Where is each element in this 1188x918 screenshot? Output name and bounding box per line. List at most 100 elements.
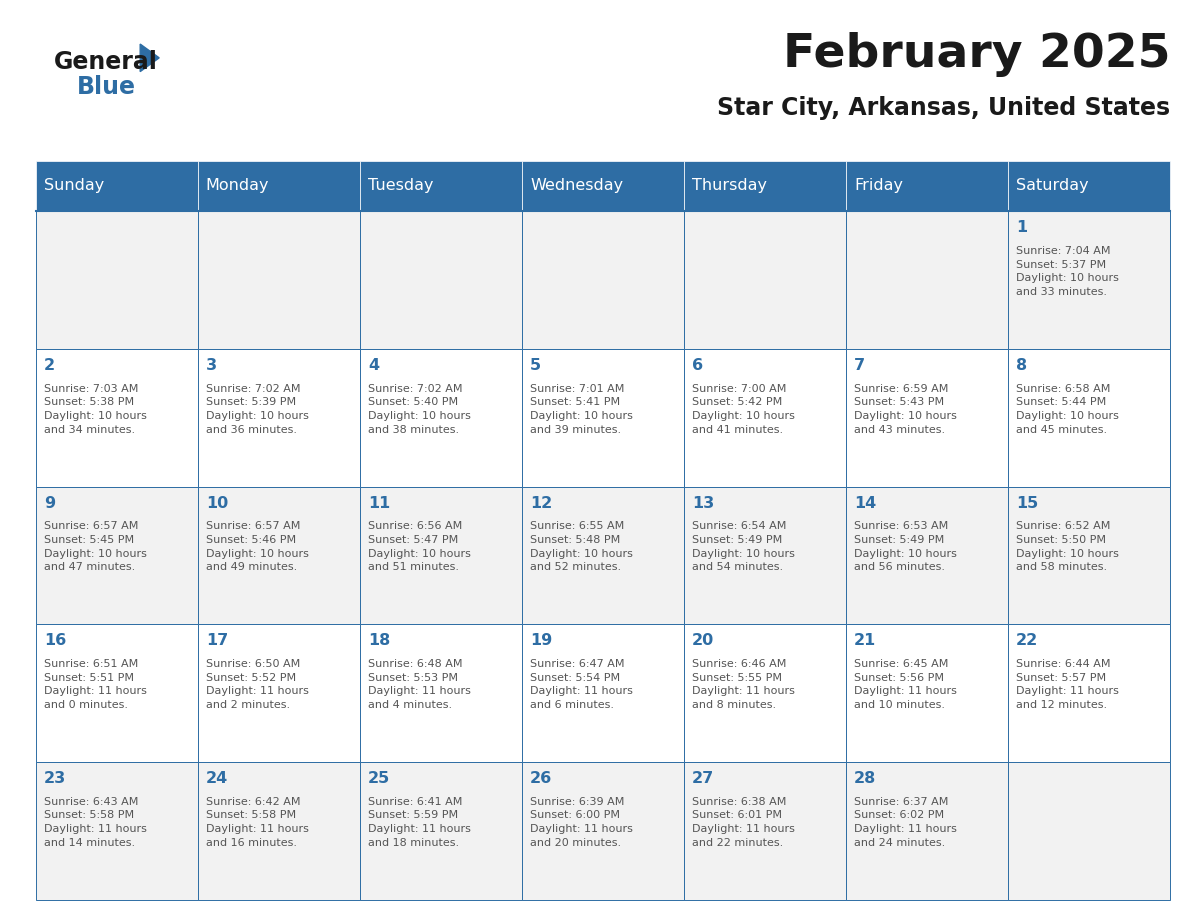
Bar [1009, 624, 1170, 762]
Bar [522, 161, 684, 211]
Text: Sunrise: 6:46 AM
Sunset: 5:55 PM
Daylight: 11 hours
and 8 minutes.: Sunrise: 6:46 AM Sunset: 5:55 PM Dayligh… [693, 659, 795, 710]
Bar [522, 211, 684, 349]
Text: 19: 19 [530, 633, 552, 648]
Text: 10: 10 [206, 496, 228, 510]
Text: 18: 18 [368, 633, 390, 648]
Text: Sunrise: 6:52 AM
Sunset: 5:50 PM
Daylight: 10 hours
and 58 minutes.: Sunrise: 6:52 AM Sunset: 5:50 PM Dayligh… [1016, 521, 1119, 572]
Text: Sunrise: 6:56 AM
Sunset: 5:47 PM
Daylight: 10 hours
and 51 minutes.: Sunrise: 6:56 AM Sunset: 5:47 PM Dayligh… [368, 521, 470, 572]
Text: 23: 23 [44, 771, 67, 786]
Text: Sunrise: 6:37 AM
Sunset: 6:02 PM
Daylight: 11 hours
and 24 minutes.: Sunrise: 6:37 AM Sunset: 6:02 PM Dayligh… [854, 797, 958, 847]
Text: 16: 16 [44, 633, 67, 648]
Bar [846, 161, 1009, 211]
Bar [197, 624, 360, 762]
Bar [197, 762, 360, 900]
Text: Tuesday: Tuesday [368, 178, 434, 194]
Bar [684, 762, 846, 900]
Text: Sunrise: 6:47 AM
Sunset: 5:54 PM
Daylight: 11 hours
and 6 minutes.: Sunrise: 6:47 AM Sunset: 5:54 PM Dayligh… [530, 659, 633, 710]
Text: Wednesday: Wednesday [530, 178, 623, 194]
Text: 28: 28 [854, 771, 877, 786]
Text: Sunrise: 6:45 AM
Sunset: 5:56 PM
Daylight: 11 hours
and 10 minutes.: Sunrise: 6:45 AM Sunset: 5:56 PM Dayligh… [854, 659, 958, 710]
Text: Monday: Monday [206, 178, 270, 194]
Text: Sunrise: 7:03 AM
Sunset: 5:38 PM
Daylight: 10 hours
and 34 minutes.: Sunrise: 7:03 AM Sunset: 5:38 PM Dayligh… [44, 384, 146, 434]
Text: Sunrise: 7:02 AM
Sunset: 5:39 PM
Daylight: 10 hours
and 36 minutes.: Sunrise: 7:02 AM Sunset: 5:39 PM Dayligh… [206, 384, 309, 434]
Text: Sunrise: 6:53 AM
Sunset: 5:49 PM
Daylight: 10 hours
and 56 minutes.: Sunrise: 6:53 AM Sunset: 5:49 PM Dayligh… [854, 521, 958, 572]
Text: 7: 7 [854, 358, 865, 373]
Bar [197, 161, 360, 211]
Bar [522, 762, 684, 900]
Text: 2: 2 [44, 358, 55, 373]
Bar [846, 762, 1009, 900]
Text: Thursday: Thursday [693, 178, 767, 194]
Bar [360, 487, 522, 624]
Bar [1009, 349, 1170, 487]
Text: Sunrise: 6:51 AM
Sunset: 5:51 PM
Daylight: 11 hours
and 0 minutes.: Sunrise: 6:51 AM Sunset: 5:51 PM Dayligh… [44, 659, 146, 710]
Bar [360, 349, 522, 487]
Text: 13: 13 [693, 496, 714, 510]
Text: Sunrise: 6:57 AM
Sunset: 5:45 PM
Daylight: 10 hours
and 47 minutes.: Sunrise: 6:57 AM Sunset: 5:45 PM Dayligh… [44, 521, 146, 572]
Text: 11: 11 [368, 496, 390, 510]
Text: February 2025: February 2025 [783, 32, 1170, 77]
Text: Sunrise: 6:39 AM
Sunset: 6:00 PM
Daylight: 11 hours
and 20 minutes.: Sunrise: 6:39 AM Sunset: 6:00 PM Dayligh… [530, 797, 633, 847]
Text: Sunrise: 6:59 AM
Sunset: 5:43 PM
Daylight: 10 hours
and 43 minutes.: Sunrise: 6:59 AM Sunset: 5:43 PM Dayligh… [854, 384, 958, 434]
Bar [1009, 211, 1170, 349]
Text: 22: 22 [1016, 633, 1038, 648]
Text: Saturday: Saturday [1016, 178, 1089, 194]
Text: Sunrise: 6:41 AM
Sunset: 5:59 PM
Daylight: 11 hours
and 18 minutes.: Sunrise: 6:41 AM Sunset: 5:59 PM Dayligh… [368, 797, 470, 847]
Text: Sunrise: 7:04 AM
Sunset: 5:37 PM
Daylight: 10 hours
and 33 minutes.: Sunrise: 7:04 AM Sunset: 5:37 PM Dayligh… [1016, 246, 1119, 297]
Bar [197, 211, 360, 349]
Bar [684, 487, 846, 624]
Bar [1009, 487, 1170, 624]
Text: Sunday: Sunday [44, 178, 105, 194]
Text: 3: 3 [206, 358, 217, 373]
Polygon shape [140, 44, 159, 72]
Text: Sunrise: 6:44 AM
Sunset: 5:57 PM
Daylight: 11 hours
and 12 minutes.: Sunrise: 6:44 AM Sunset: 5:57 PM Dayligh… [1016, 659, 1119, 710]
Bar [684, 624, 846, 762]
Bar [846, 624, 1009, 762]
Text: Sunrise: 6:57 AM
Sunset: 5:46 PM
Daylight: 10 hours
and 49 minutes.: Sunrise: 6:57 AM Sunset: 5:46 PM Dayligh… [206, 521, 309, 572]
Text: Sunrise: 7:02 AM
Sunset: 5:40 PM
Daylight: 10 hours
and 38 minutes.: Sunrise: 7:02 AM Sunset: 5:40 PM Dayligh… [368, 384, 470, 434]
Text: 1: 1 [1016, 220, 1028, 235]
Bar [684, 211, 846, 349]
Bar [1009, 762, 1170, 900]
Text: Sunrise: 6:48 AM
Sunset: 5:53 PM
Daylight: 11 hours
and 4 minutes.: Sunrise: 6:48 AM Sunset: 5:53 PM Dayligh… [368, 659, 470, 710]
Bar [846, 349, 1009, 487]
Bar [197, 349, 360, 487]
Text: 24: 24 [206, 771, 228, 786]
Text: Sunrise: 6:55 AM
Sunset: 5:48 PM
Daylight: 10 hours
and 52 minutes.: Sunrise: 6:55 AM Sunset: 5:48 PM Dayligh… [530, 521, 633, 572]
Text: 5: 5 [530, 358, 541, 373]
Text: 14: 14 [854, 496, 877, 510]
Bar [846, 487, 1009, 624]
Text: 4: 4 [368, 358, 379, 373]
Text: 12: 12 [530, 496, 552, 510]
Text: Sunrise: 7:01 AM
Sunset: 5:41 PM
Daylight: 10 hours
and 39 minutes.: Sunrise: 7:01 AM Sunset: 5:41 PM Dayligh… [530, 384, 633, 434]
Text: 26: 26 [530, 771, 552, 786]
Bar [36, 161, 197, 211]
Bar [684, 161, 846, 211]
Text: 8: 8 [1016, 358, 1028, 373]
Bar [522, 487, 684, 624]
Text: Sunrise: 7:00 AM
Sunset: 5:42 PM
Daylight: 10 hours
and 41 minutes.: Sunrise: 7:00 AM Sunset: 5:42 PM Dayligh… [693, 384, 795, 434]
Text: Blue: Blue [77, 75, 137, 99]
Bar [684, 349, 846, 487]
Bar [522, 349, 684, 487]
Bar [360, 624, 522, 762]
Text: Star City, Arkansas, United States: Star City, Arkansas, United States [718, 96, 1170, 120]
Bar [846, 211, 1009, 349]
Bar [197, 487, 360, 624]
Bar [36, 211, 197, 349]
Text: 17: 17 [206, 633, 228, 648]
Bar [36, 624, 197, 762]
Bar [360, 211, 522, 349]
Bar [36, 349, 197, 487]
Text: 21: 21 [854, 633, 877, 648]
Text: 25: 25 [368, 771, 390, 786]
Text: Sunrise: 6:50 AM
Sunset: 5:52 PM
Daylight: 11 hours
and 2 minutes.: Sunrise: 6:50 AM Sunset: 5:52 PM Dayligh… [206, 659, 309, 710]
Text: 6: 6 [693, 358, 703, 373]
Text: 20: 20 [693, 633, 714, 648]
Text: Sunrise: 6:43 AM
Sunset: 5:58 PM
Daylight: 11 hours
and 14 minutes.: Sunrise: 6:43 AM Sunset: 5:58 PM Dayligh… [44, 797, 146, 847]
Text: Friday: Friday [854, 178, 903, 194]
Text: 15: 15 [1016, 496, 1038, 510]
Text: Sunrise: 6:38 AM
Sunset: 6:01 PM
Daylight: 11 hours
and 22 minutes.: Sunrise: 6:38 AM Sunset: 6:01 PM Dayligh… [693, 797, 795, 847]
Text: 9: 9 [44, 496, 55, 510]
Bar [360, 762, 522, 900]
